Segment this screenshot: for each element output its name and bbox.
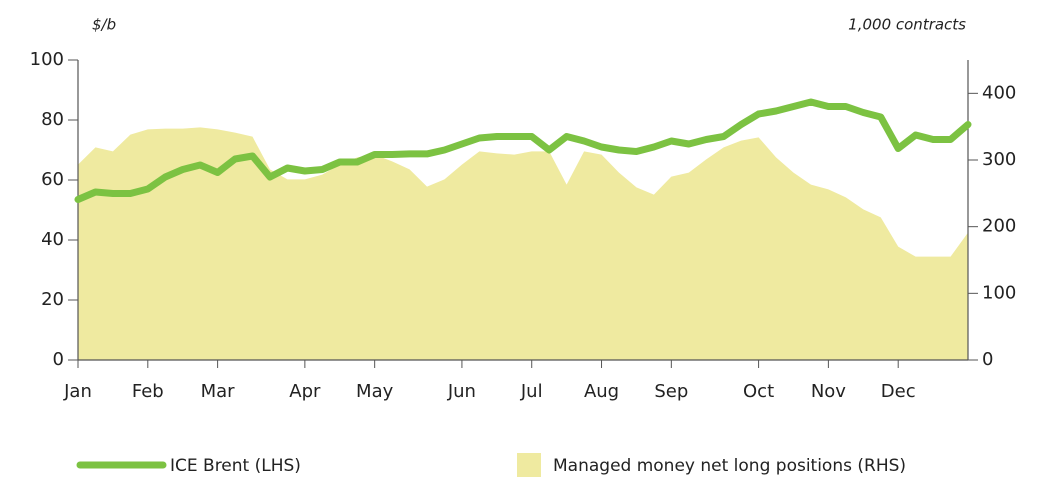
y2-tick-label: 400 bbox=[982, 82, 1016, 103]
y-tick-label: 60 bbox=[41, 169, 64, 190]
x-tick-label: May bbox=[356, 381, 394, 402]
y2-tick-label: 100 bbox=[982, 282, 1016, 303]
x-tick-label: Jan bbox=[63, 381, 92, 402]
x-tick-label: Jun bbox=[447, 381, 476, 402]
y2-tick-label: 300 bbox=[982, 149, 1016, 170]
x-tick-label: Apr bbox=[289, 381, 321, 402]
y2-tick-label: 0 bbox=[982, 349, 993, 370]
y2-tick-label: 200 bbox=[982, 216, 1016, 237]
line bbox=[74, 98, 972, 203]
x-tick-label: Sep bbox=[654, 381, 688, 402]
legend-swatch bbox=[517, 453, 541, 477]
x-tick-label: Aug bbox=[584, 381, 619, 402]
x-tick-label: Mar bbox=[201, 381, 236, 402]
legend-label: Managed money net long positions (RHS) bbox=[553, 456, 906, 476]
area bbox=[78, 127, 968, 360]
legend-label: ICE Brent (LHS) bbox=[170, 456, 301, 476]
y-tick-label: 100 bbox=[30, 49, 64, 70]
x-tick-label: Jul bbox=[520, 381, 543, 402]
y-tick-label: 80 bbox=[41, 109, 64, 130]
y-tick-label: 0 bbox=[53, 349, 64, 370]
y2-axis-title: 1,000 contracts bbox=[848, 16, 966, 34]
x-tick-label: Dec bbox=[881, 381, 916, 402]
y-tick-label: 40 bbox=[41, 229, 64, 250]
x-tick-label: Oct bbox=[743, 381, 774, 402]
x-tick-label: Nov bbox=[811, 381, 846, 402]
y-axis-title: $/b bbox=[92, 16, 116, 34]
y-tick-label: 20 bbox=[41, 289, 64, 310]
x-tick-label: Feb bbox=[132, 381, 164, 402]
